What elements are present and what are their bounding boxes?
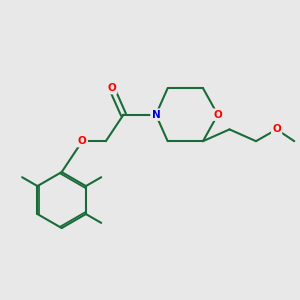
Text: O: O (107, 83, 116, 93)
Text: O: O (213, 110, 222, 120)
Text: O: O (78, 136, 87, 146)
Text: N: N (152, 110, 160, 120)
Text: O: O (272, 124, 281, 134)
